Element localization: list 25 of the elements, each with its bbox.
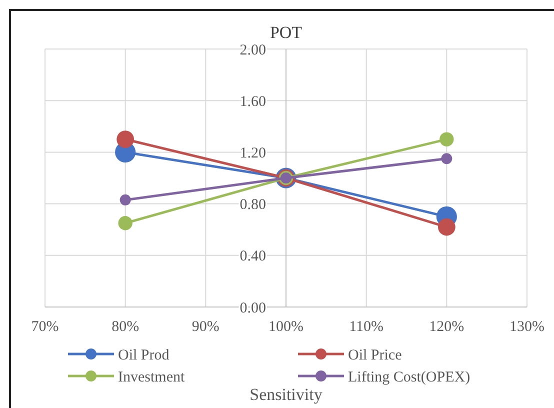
legend-label: Oil Prod [118,347,170,364]
point [438,218,456,236]
x-tick-label: 130% [510,319,544,335]
y-tick-label: 2.00 [240,42,266,58]
x-tick-label: 120% [429,319,464,335]
x-axis-title: Sensitivity [250,385,323,404]
y-tick-label: 1.20 [240,145,266,162]
point [116,130,134,148]
x-tick-label: 100% [268,319,304,335]
x-tick-label: 110% [349,319,384,335]
legend-label: Investment [118,369,186,386]
point [120,194,131,206]
y-tick-label: 0.80 [240,197,266,214]
legend-label: Lifting Cost(OPEX) [348,369,470,386]
point [118,216,132,230]
y-tick-label: 0.40 [240,248,266,265]
y-tick-label: 0.00 [240,300,266,316]
point [440,132,454,146]
x-tick-label: 80% [112,319,140,335]
chart-title: POT [270,23,303,42]
y-tick-label: 1.60 [240,94,266,110]
point [441,153,452,164]
legend-label: Oil Price [348,347,402,364]
x-tick-label: 90% [192,319,220,335]
x-tick-label: 70% [31,319,59,335]
